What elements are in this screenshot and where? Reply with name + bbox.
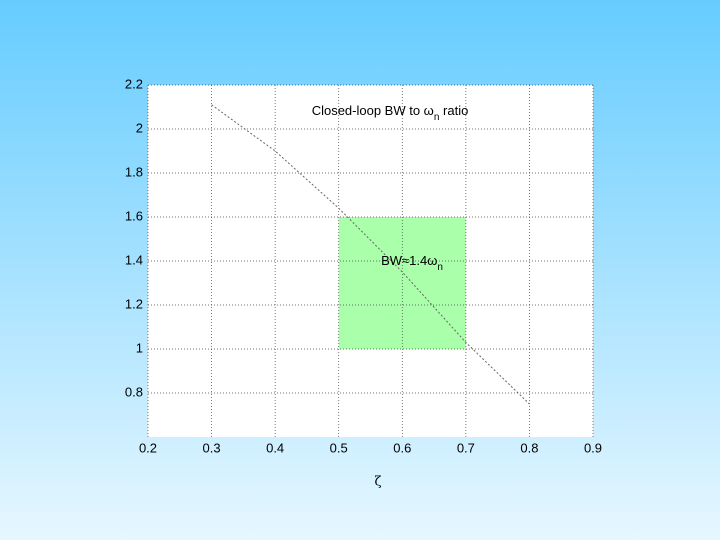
y-tick-label: 1 [136,340,143,355]
x-tick-label: 0.3 [203,440,221,455]
y-tick-label: 1.4 [125,252,143,267]
y-tick-label: 1.2 [125,296,143,311]
x-tick-label: 0.7 [457,440,475,455]
y-tick-label: 0.8 [125,384,143,399]
chart-title-tail: ratio [439,103,468,118]
chart-title-main: Closed-loop BW to ω [312,103,434,118]
x-tick-label: 0.5 [330,440,348,455]
chart-title-sub: n [434,112,440,123]
x-tick-label: 0.4 [266,440,284,455]
x-tick-label: 0.9 [584,440,602,455]
annotation-main: BW≈1.4ω [381,253,437,268]
x-axis-label: ζ [374,475,381,490]
chart-title: Closed-loop BW to ωn ratio [312,103,469,122]
annotation-sub: n [437,262,443,273]
x-tick-label: 0.2 [139,440,157,455]
x-tick-label: 0.6 [393,440,411,455]
annotation: BW≈1.4ωn [381,253,443,272]
y-tick-label: 2 [136,120,143,135]
data-line [211,104,530,405]
y-tick-label: 1.8 [125,164,143,179]
y-tick-label: 2.2 [125,76,143,91]
x-tick-label: 0.8 [520,440,538,455]
y-tick-label: 1.6 [125,208,143,223]
